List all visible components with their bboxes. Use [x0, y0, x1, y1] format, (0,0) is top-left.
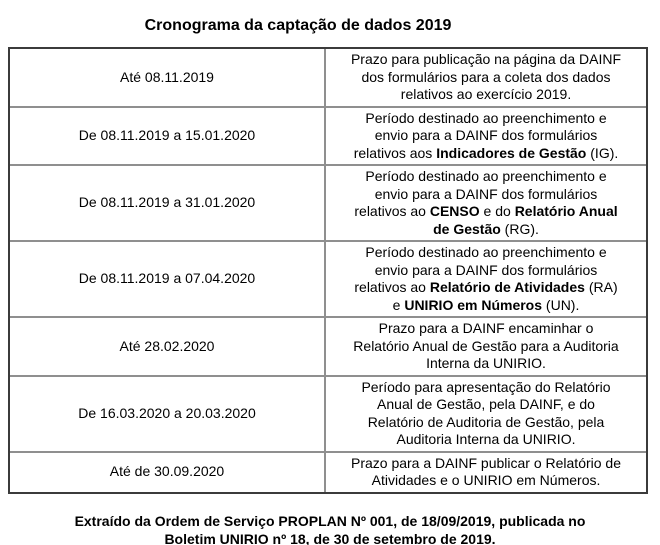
table-row: De 08.11.2019 a 15.01.2020 Período desti… [10, 105, 646, 166]
table-row: Até 08.11.2019 Prazo para publicação na … [10, 49, 646, 108]
table-row: De 08.11.2019 a 07.04.2020 Período desti… [10, 240, 646, 318]
schedule-table: Até 08.11.2019 Prazo para publicação na … [10, 49, 646, 492]
schedule-table-frame: Até 08.11.2019 Prazo para publicação na … [8, 47, 648, 494]
description-cell: Prazo para a DAINF publicar o Relatório … [324, 450, 646, 492]
description-cell: Prazo para publicação na página da DAINF… [324, 49, 646, 108]
period-cell: De 08.11.2019 a 15.01.2020 [10, 105, 326, 166]
table-row: De 08.11.2019 a 31.01.2020 Período desti… [10, 164, 646, 242]
description-cell: Período para apresentação do Relatório An… [324, 374, 646, 453]
period-cell: Até 28.02.2020 [10, 316, 326, 377]
period-cell: De 08.11.2019 a 07.04.2020 [10, 240, 326, 318]
period-cell: De 16.03.2020 a 20.03.2020 [10, 374, 326, 453]
table-row: Até de 30.09.2020 Prazo para a DAINF pub… [10, 450, 646, 492]
period-cell: Até de 30.09.2020 [10, 450, 326, 492]
document-title: Cronograma da captação de dados 2019 [144, 17, 452, 34]
description-cell: Período destinado ao preenchimento e envi… [324, 164, 646, 242]
table-row: De 16.03.2020 a 20.03.2020 Período para … [10, 374, 646, 453]
period-cell: Até 08.11.2019 [10, 49, 326, 108]
table-row: Até 28.02.2020 Prazo para a DAINF encami… [10, 316, 646, 377]
period-cell: De 08.11.2019 a 31.01.2020 [10, 164, 326, 242]
description-cell: Período destinado ao preenchimento e envi… [324, 105, 646, 166]
source-citation: Extraído da Ordem de Serviço PROPLAN Nº … [74, 512, 586, 545]
description-cell: Período destinado ao preenchimento e envi… [324, 240, 646, 318]
description-cell: Prazo para a DAINF encaminhar o Relatório… [324, 316, 646, 377]
schedule-table-body: Até 08.11.2019 Prazo para publicação na … [10, 49, 646, 492]
